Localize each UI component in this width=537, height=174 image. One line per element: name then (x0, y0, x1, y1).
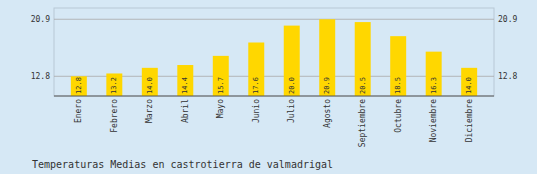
x-tick-label: Diciembre (465, 99, 474, 143)
title: Temperaturas Medias en castrotierra de v… (32, 159, 333, 170)
chart: 12.8 13.2 14.0 14.4 15.7 17.6 20.0 20.9 20.5 18.5… (0, 0, 537, 174)
y-tick-label-right: 12.8 (498, 72, 517, 81)
x-tick-label: Junio (252, 99, 261, 123)
data-label: 14.0 (465, 77, 473, 94)
bar (248, 42, 264, 96)
data-label: 15.7 (217, 77, 225, 94)
data-label: 17.6 (252, 77, 260, 94)
bar (177, 65, 193, 96)
data-label: 13.2 (110, 77, 118, 94)
data-label: 16.3 (430, 77, 438, 94)
x-tick-label: Febrero (110, 99, 119, 133)
x-tick-label: Enero (74, 99, 83, 123)
bar (106, 73, 122, 96)
x-tick-label: Agosto (323, 99, 332, 128)
bar (426, 52, 442, 96)
x-tick-label: Abril (181, 99, 190, 123)
bar (355, 22, 371, 96)
data-label: 20.0 (288, 77, 296, 94)
data-label: 12.8 (75, 77, 83, 94)
x-axis-line (54, 96, 494, 97)
bar (142, 68, 158, 96)
bar (71, 76, 87, 96)
x-tick-label: Julio (287, 99, 296, 123)
y-tick-label-right: 20.9 (498, 15, 517, 24)
bar (284, 26, 300, 96)
x-tick-label: Octubre (394, 99, 403, 133)
bar (319, 19, 335, 96)
x-tick-label: Mayo (216, 99, 225, 118)
bar (390, 36, 406, 96)
data-label: 20.5 (359, 77, 367, 94)
y-tick-label: 20.9 (31, 15, 50, 24)
y-tick-label: 12.8 (31, 72, 50, 81)
chart-container: 12.8 13.2 14.0 14.4 15.7 17.6 20.0 20.9 20.5 18.5… (0, 0, 537, 174)
data-label: 14.4 (181, 77, 189, 94)
data-label: 18.5 (394, 77, 402, 94)
x-tick-label: Septiembre (358, 99, 367, 147)
data-label: 20.9 (323, 77, 331, 94)
bar (461, 68, 477, 96)
bars (71, 19, 477, 96)
grid-line (54, 19, 494, 20)
x-tick-label: Marzo (145, 99, 154, 123)
bar (213, 56, 229, 96)
x-tick-label: Noviembre (429, 99, 438, 143)
data-label: 14.0 (146, 77, 154, 94)
